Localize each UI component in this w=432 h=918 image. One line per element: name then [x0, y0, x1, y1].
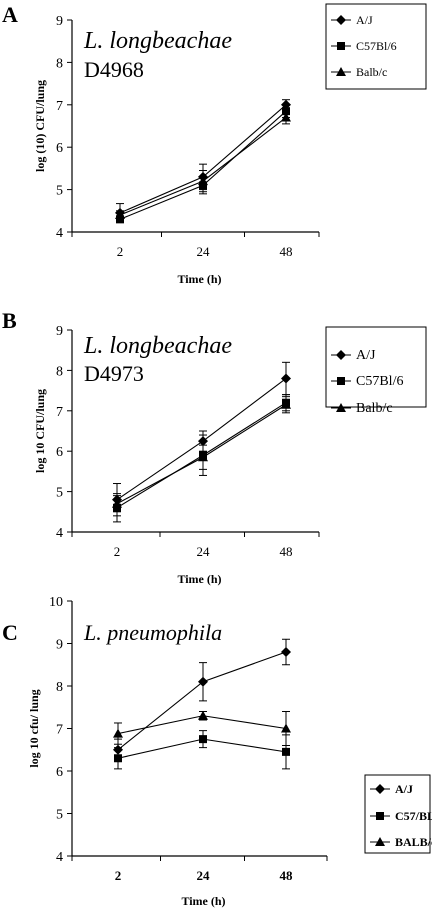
- x-tick-label: 2: [114, 544, 121, 559]
- legend-label: C57Bl/6: [356, 39, 397, 53]
- series-diamond: [115, 99, 291, 223]
- y-tick-label: 5: [56, 808, 63, 823]
- x-tick-label: 24: [197, 244, 211, 259]
- y-tick-label: 5: [56, 184, 63, 199]
- legend-marker-diamond: [375, 784, 385, 794]
- legend-marker-triangle: [336, 403, 346, 412]
- series-square: [114, 730, 290, 770]
- y-tick-label: 4: [56, 226, 63, 241]
- legend-marker-diamond: [336, 15, 346, 25]
- y-tick-label: 4: [56, 526, 63, 541]
- y-tick-label: 7: [56, 723, 63, 738]
- data-point-triangle: [281, 399, 291, 409]
- data-point-triangle: [113, 728, 123, 738]
- x-tick-label: 2: [117, 244, 124, 259]
- legend-label: C57Bl/6: [356, 374, 403, 389]
- legend-marker-diamond: [336, 350, 346, 360]
- data-point-triangle: [281, 112, 291, 122]
- legend-label: BALB/c: [395, 835, 432, 849]
- series-triangle: [112, 396, 291, 513]
- legend-marker-square: [337, 377, 345, 385]
- legend-label: C57/BL6: [395, 809, 432, 823]
- y-tick-label: 9: [56, 324, 63, 339]
- data-point-triangle: [281, 723, 291, 733]
- y-tick-label: 8: [56, 364, 63, 379]
- x-tick-label: 48: [280, 868, 294, 883]
- y-tick-label: 4: [56, 850, 63, 865]
- series-triangle: [113, 710, 291, 746]
- chart-title: L. longbeachae: [83, 333, 232, 359]
- y-tick-label: 6: [56, 445, 63, 460]
- x-tick-label: 2: [115, 868, 122, 883]
- legend-marker-square: [376, 812, 384, 820]
- data-point-diamond: [281, 647, 291, 657]
- y-tick-label: 10: [49, 595, 63, 610]
- x-axis-label: Time (h): [181, 894, 225, 908]
- chart-subtitle: D4973: [84, 361, 144, 386]
- legend-marker-square: [337, 42, 345, 50]
- legend-marker-triangle: [375, 837, 385, 846]
- y-tick-label: 6: [56, 141, 63, 156]
- legend: A/J C57/BL6 BALB/c: [364, 774, 432, 854]
- chart-title: L. longbeachae: [83, 28, 232, 54]
- chart-subtitle: D4968: [84, 57, 144, 82]
- legend-label: A/J: [395, 782, 413, 796]
- data-point-triangle: [115, 210, 125, 220]
- series-triangle: [115, 110, 291, 220]
- legend-label: Balb/c: [356, 65, 387, 79]
- legend-label: A/J: [356, 13, 373, 27]
- y-tick-label: 7: [56, 99, 63, 114]
- panel-label: B: [2, 308, 17, 333]
- chart-panel-C: C 4 5 6 7 8 9 10 2 24 48 Time (h) log 10 cfu/ lung L.…: [2, 595, 432, 908]
- chart-panel-A: A 4 5 6 7 8 9 2 24 48 Time (h) log (10) CFU/lung L. …: [2, 2, 427, 286]
- data-point-square: [114, 754, 122, 763]
- chart-title: L. pneumophila: [83, 620, 222, 645]
- legend-box: [325, 326, 427, 408]
- y-tick-label: 7: [56, 405, 63, 420]
- x-axis-label: Time (h): [177, 272, 221, 286]
- data-point-triangle: [198, 176, 208, 186]
- data-point-square: [199, 735, 207, 744]
- panel-label: C: [2, 620, 18, 645]
- data-point-triangle: [112, 498, 122, 508]
- x-axis-label: Time (h): [177, 572, 221, 586]
- y-tick-label: 8: [56, 56, 63, 71]
- y-tick-label: 9: [56, 638, 63, 653]
- legend-marker-triangle: [336, 67, 346, 76]
- data-point-diamond: [198, 676, 208, 687]
- y-tick-label: 6: [56, 765, 63, 780]
- y-axis-label: log (10) CFU/lung: [33, 80, 47, 172]
- y-tick-label: 9: [56, 14, 63, 29]
- legend-label: Balb/c: [356, 401, 393, 416]
- legend-box: [364, 774, 431, 854]
- panel-label: A: [2, 2, 18, 27]
- y-axis-label: log 10 CFU/lung: [33, 389, 47, 473]
- x-tick-label: 24: [197, 544, 211, 559]
- x-tick-label: 24: [197, 868, 211, 883]
- legend: A/J C57Bl/6 Balb/c: [325, 3, 427, 90]
- y-tick-label: 8: [56, 680, 63, 695]
- legend: A/J C57Bl/6 Balb/c: [325, 326, 427, 416]
- y-tick-label: 5: [56, 486, 63, 501]
- chart-panel-B: B 4 5 6 7 8 9 2 24 48 Time (h) log 10 CFU/lung L. lo…: [2, 308, 427, 586]
- y-axis-label: log 10 cfu/ lung: [27, 689, 41, 767]
- data-point-square: [282, 747, 290, 756]
- data-point-triangle: [198, 710, 208, 720]
- data-point-triangle: [198, 452, 208, 462]
- x-tick-label: 48: [280, 544, 293, 559]
- data-point-diamond: [281, 373, 291, 384]
- series-line: [119, 104, 287, 214]
- x-tick-label: 48: [280, 244, 293, 259]
- legend-label: A/J: [356, 348, 376, 363]
